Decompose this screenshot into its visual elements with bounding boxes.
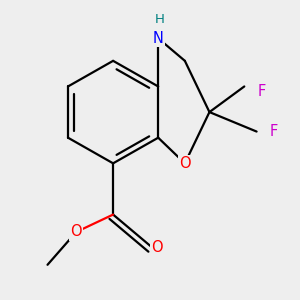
Text: O: O	[70, 224, 82, 239]
Text: O: O	[179, 156, 191, 171]
Text: H: H	[154, 13, 164, 26]
Text: N: N	[153, 31, 164, 46]
Text: F: F	[270, 124, 278, 139]
Text: O: O	[152, 240, 163, 255]
Text: F: F	[258, 84, 266, 99]
